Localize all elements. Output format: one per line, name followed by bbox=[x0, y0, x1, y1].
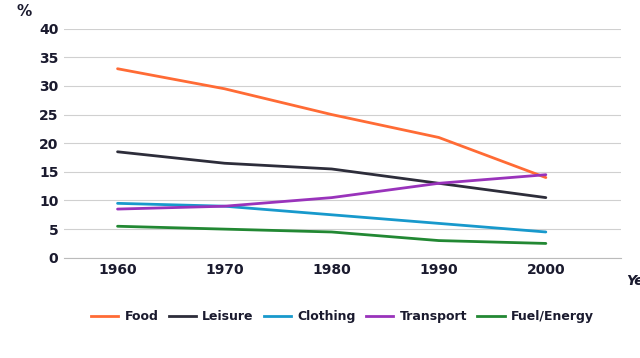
Clothing bbox=[542, 230, 550, 234]
Food bbox=[221, 87, 228, 91]
Leisure bbox=[114, 150, 122, 154]
Clothing bbox=[435, 221, 443, 226]
Fuel/Energy bbox=[542, 241, 550, 246]
Clothing bbox=[328, 213, 335, 217]
Food bbox=[435, 135, 443, 140]
Leisure bbox=[542, 195, 550, 200]
Fuel/Energy bbox=[328, 230, 335, 234]
Fuel/Energy bbox=[435, 238, 443, 243]
Fuel/Energy bbox=[221, 227, 228, 231]
Food bbox=[542, 175, 550, 180]
Transport bbox=[328, 195, 335, 200]
Line: Leisure: Leisure bbox=[118, 152, 546, 198]
Leisure bbox=[328, 167, 335, 171]
Transport bbox=[114, 207, 122, 211]
Leisure bbox=[221, 161, 228, 165]
Leisure bbox=[435, 181, 443, 185]
Food bbox=[328, 112, 335, 117]
Line: Fuel/Energy: Fuel/Energy bbox=[118, 226, 546, 243]
Text: Year: Year bbox=[627, 274, 640, 288]
Fuel/Energy bbox=[114, 224, 122, 228]
Transport bbox=[221, 204, 228, 208]
Transport bbox=[542, 173, 550, 177]
Line: Clothing: Clothing bbox=[118, 203, 546, 232]
Clothing bbox=[114, 201, 122, 205]
Legend: Food, Leisure, Clothing, Transport, Fuel/Energy: Food, Leisure, Clothing, Transport, Fuel… bbox=[86, 305, 599, 328]
Line: Transport: Transport bbox=[118, 175, 546, 209]
Food bbox=[114, 67, 122, 71]
Text: %: % bbox=[17, 5, 32, 19]
Clothing bbox=[221, 204, 228, 208]
Transport bbox=[435, 181, 443, 185]
Line: Food: Food bbox=[118, 69, 546, 178]
